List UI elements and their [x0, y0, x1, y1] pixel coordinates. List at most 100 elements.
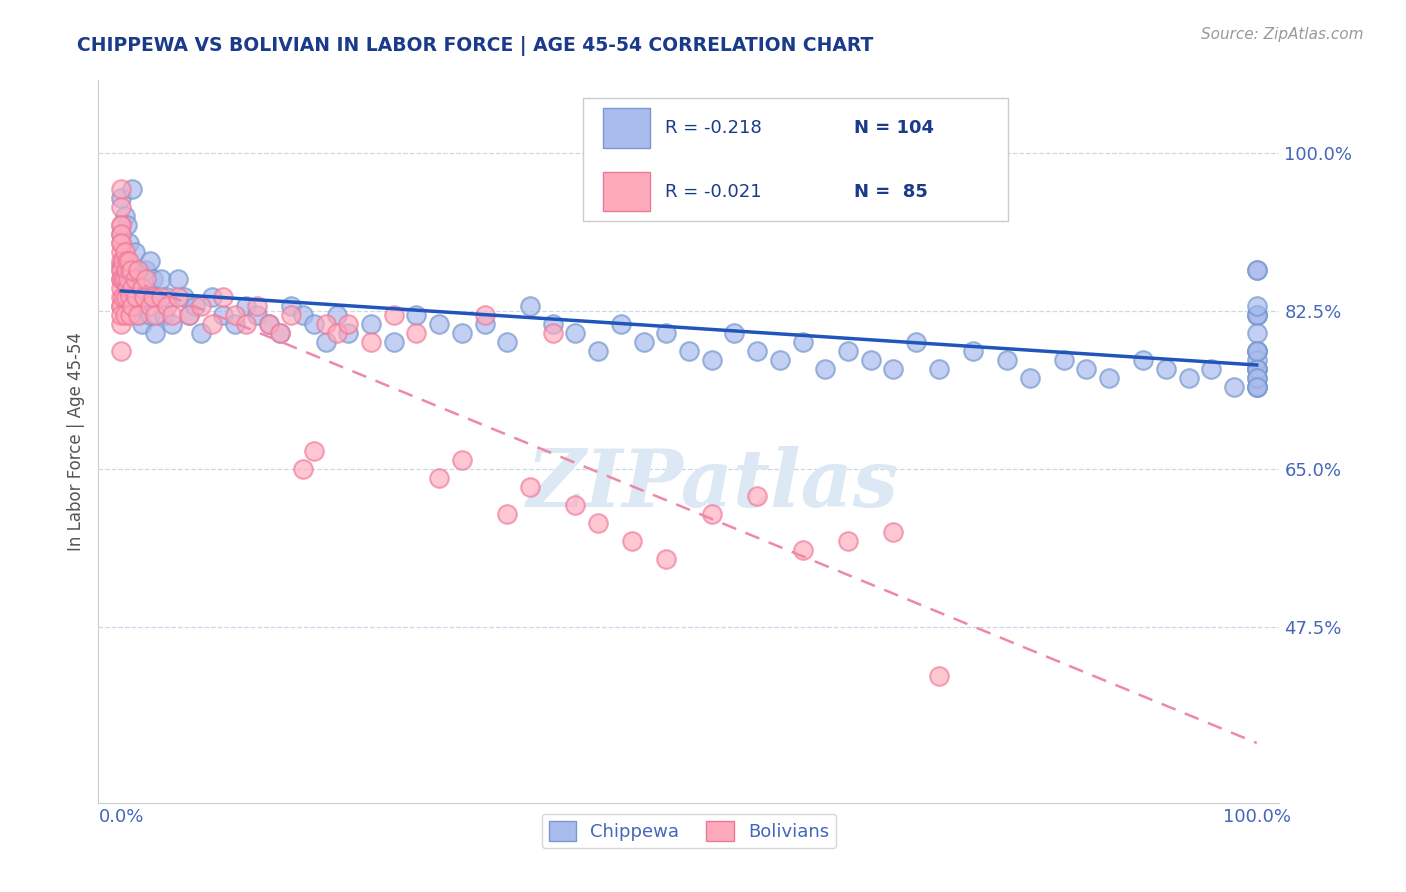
- Point: [212, 290, 235, 304]
- Point: [110, 182, 132, 196]
- Point: [110, 227, 132, 241]
- Point: [132, 290, 155, 304]
- Point: [112, 254, 135, 268]
- Point: [110, 263, 132, 277]
- FancyBboxPatch shape: [603, 171, 650, 211]
- Text: R = -0.218: R = -0.218: [665, 119, 762, 137]
- Point: [162, 308, 183, 322]
- Point: [1246, 371, 1268, 385]
- Point: [315, 335, 337, 350]
- Point: [1018, 371, 1040, 385]
- Point: [291, 461, 314, 475]
- Point: [257, 317, 280, 331]
- Point: [131, 281, 153, 295]
- Point: [769, 353, 792, 368]
- Point: [110, 272, 132, 286]
- Point: [745, 344, 768, 359]
- Point: [326, 308, 349, 322]
- Point: [564, 326, 586, 341]
- Text: ZIPatlas: ZIPatlas: [526, 446, 898, 524]
- Point: [1246, 344, 1268, 359]
- Point: [405, 308, 427, 322]
- Point: [1246, 308, 1268, 322]
- Point: [127, 308, 149, 322]
- Point: [138, 254, 160, 268]
- Point: [745, 489, 768, 503]
- Point: [1246, 344, 1268, 359]
- Point: [723, 326, 745, 341]
- Point: [112, 290, 135, 304]
- Point: [124, 299, 146, 313]
- Point: [110, 200, 132, 214]
- Point: [121, 299, 143, 313]
- Point: [142, 290, 165, 304]
- Point: [110, 272, 132, 286]
- Point: [110, 227, 132, 241]
- Point: [138, 299, 160, 313]
- Point: [302, 443, 325, 458]
- Point: [928, 362, 950, 376]
- Point: [121, 182, 143, 196]
- Point: [564, 498, 586, 512]
- Point: [837, 533, 859, 548]
- Point: [110, 281, 132, 295]
- Point: [678, 344, 700, 359]
- Point: [496, 507, 519, 521]
- Point: [115, 281, 138, 295]
- Point: [1246, 380, 1268, 394]
- Point: [962, 344, 984, 359]
- Point: [474, 308, 496, 322]
- Point: [110, 290, 132, 304]
- Point: [115, 254, 138, 268]
- Point: [541, 317, 564, 331]
- Point: [110, 299, 132, 313]
- Point: [235, 299, 257, 313]
- Point: [149, 272, 172, 286]
- Point: [1246, 362, 1268, 376]
- Text: R = -0.021: R = -0.021: [665, 183, 762, 201]
- Point: [127, 263, 149, 277]
- Point: [114, 209, 136, 223]
- Point: [1076, 362, 1098, 376]
- Point: [224, 308, 246, 322]
- Point: [110, 244, 132, 259]
- Point: [541, 326, 564, 341]
- Point: [474, 317, 496, 331]
- Point: [114, 290, 136, 304]
- Point: [110, 254, 132, 268]
- Point: [153, 308, 176, 322]
- Point: [110, 317, 132, 331]
- Point: [1246, 353, 1268, 368]
- Point: [1246, 344, 1268, 359]
- Text: N = 104: N = 104: [855, 119, 934, 137]
- Point: [1246, 371, 1268, 385]
- Point: [124, 272, 146, 286]
- Point: [427, 471, 450, 485]
- Point: [121, 281, 143, 295]
- Point: [1053, 353, 1076, 368]
- Point: [882, 362, 904, 376]
- Point: [337, 326, 360, 341]
- Point: [179, 308, 201, 322]
- Point: [1177, 371, 1199, 385]
- Point: [450, 326, 472, 341]
- Point: [519, 299, 541, 313]
- Point: [519, 480, 541, 494]
- Point: [496, 335, 519, 350]
- Point: [382, 308, 405, 322]
- Point: [149, 290, 172, 304]
- Point: [235, 317, 257, 331]
- Point: [167, 272, 190, 286]
- Point: [110, 299, 132, 313]
- Point: [162, 317, 183, 331]
- Point: [190, 326, 212, 341]
- Point: [586, 344, 609, 359]
- Point: [173, 290, 195, 304]
- Point: [1246, 263, 1268, 277]
- Point: [110, 344, 132, 359]
- Point: [121, 290, 143, 304]
- Point: [1223, 380, 1246, 394]
- Point: [114, 308, 136, 322]
- Point: [120, 290, 142, 304]
- Point: [110, 191, 132, 205]
